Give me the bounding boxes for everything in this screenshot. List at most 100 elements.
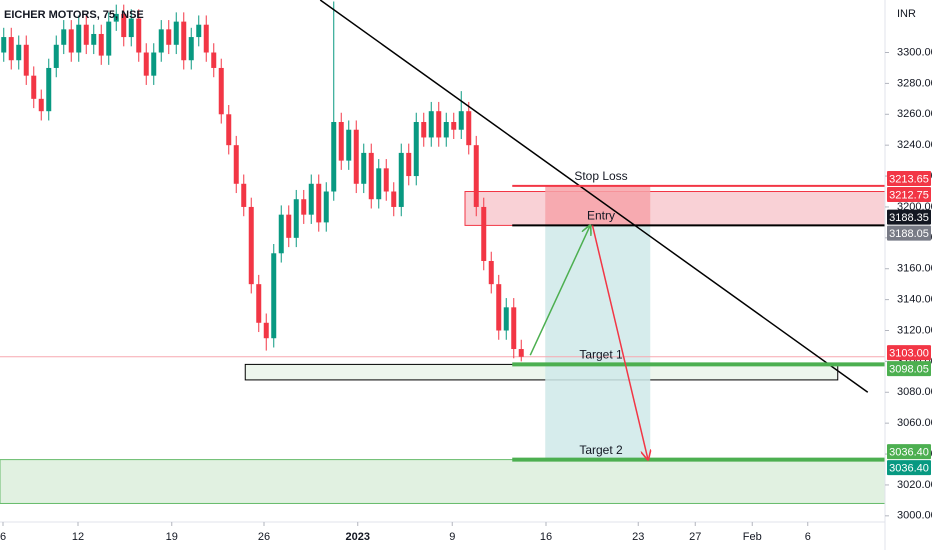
candle-body	[421, 122, 427, 138]
zone	[464, 191, 886, 226]
candle-body	[173, 21, 179, 45]
candle-body	[31, 75, 37, 99]
zone	[244, 363, 839, 381]
candle-body	[428, 111, 434, 138]
level-label: Target 2	[579, 443, 623, 457]
candle-body	[488, 261, 494, 285]
candle-body	[23, 44, 29, 76]
y-tick-label: 3260.00	[897, 108, 932, 120]
candle-body	[53, 44, 59, 68]
candle-body	[68, 29, 74, 53]
zone	[0, 459, 886, 504]
level-label: Stop Loss	[574, 169, 627, 183]
candle-body	[511, 307, 517, 350]
y-tick-label: 3020.00	[897, 479, 932, 491]
candle-body	[61, 29, 67, 45]
x-tick-label: 2023	[346, 531, 370, 543]
axis-layer: 3000.003020.003040.003060.003080.003100.…	[0, 46, 932, 542]
candle-body	[8, 37, 14, 61]
candle-body	[406, 152, 412, 177]
candle-body	[226, 114, 232, 146]
candle-body	[361, 152, 367, 184]
price-label-box	[887, 345, 931, 361]
candle-body	[293, 199, 299, 238]
level-label: Target 1	[579, 348, 623, 362]
candle-body	[308, 183, 314, 215]
candle-body	[106, 21, 112, 56]
candle-body	[466, 111, 472, 146]
price-label: 3212.75	[889, 189, 929, 201]
candle-body	[38, 98, 44, 112]
y-tick-label: 3000.00	[897, 510, 932, 522]
candle-body	[241, 183, 247, 207]
x-tick-label: 23	[632, 531, 644, 543]
candle-body	[158, 29, 164, 53]
zone	[545, 185, 651, 226]
x-tick-label: 6	[0, 531, 6, 543]
candle-body	[151, 52, 157, 76]
candle-body	[211, 52, 217, 68]
price-label-box	[887, 225, 931, 241]
price-label-box	[887, 171, 931, 187]
candle-body	[136, 18, 142, 53]
candle-body	[91, 33, 97, 45]
candle-body	[46, 67, 52, 112]
chart-title: EICHER MOTORS, 75, NSE	[4, 9, 144, 21]
candle-body	[113, 13, 119, 22]
candle-body	[121, 13, 127, 38]
candle-body	[368, 152, 374, 200]
y-tick-label: 3240.00	[897, 139, 932, 151]
plot-area: Stop Loss Entry Target 1 Target 2	[0, 0, 886, 504]
candle-body	[271, 253, 277, 339]
price-label-box	[887, 460, 931, 476]
x-tick-label: 6	[805, 531, 811, 543]
arrow	[591, 225, 649, 459]
arrow	[529, 225, 590, 356]
trendline	[319, 0, 869, 393]
candle-body	[286, 214, 292, 238]
price-label-box	[887, 209, 931, 225]
y-tick-label: 3280.00	[897, 77, 932, 89]
candle-body	[196, 24, 202, 38]
zone	[545, 225, 651, 460]
candle-body	[481, 206, 487, 261]
price-label: 3188.35	[889, 212, 929, 224]
candle-body	[473, 145, 479, 207]
candle-body	[166, 29, 172, 45]
price-label: 3036.40	[889, 447, 929, 459]
y-tick-label: 3120.00	[897, 324, 932, 336]
candle-body	[518, 349, 524, 357]
candle-body	[218, 67, 224, 115]
y-tick-label: 3140.00	[897, 294, 932, 306]
y-tick-label: 3060.00	[897, 417, 932, 429]
candle-body	[413, 122, 419, 177]
x-tick-label: 27	[689, 531, 701, 543]
x-tick-label: 19	[166, 531, 178, 543]
candle-body	[203, 24, 209, 53]
y-tick-label: 3300.00	[897, 46, 932, 58]
candle-body	[503, 307, 509, 331]
candle-body	[496, 284, 502, 331]
x-tick-label: Feb	[743, 531, 762, 543]
candle-body	[263, 322, 269, 339]
price-label: 3098.05	[889, 363, 929, 375]
candle-body	[1, 37, 7, 53]
candle-body	[451, 122, 457, 130]
level-label: Entry	[587, 209, 615, 223]
candle-body	[391, 191, 397, 207]
candle-body	[338, 122, 344, 161]
x-tick-label: 26	[258, 531, 270, 543]
x-tick-label: 12	[72, 531, 84, 543]
candle-body	[278, 214, 284, 254]
candle-body	[323, 191, 329, 223]
candle-body	[98, 33, 104, 56]
price-label-box	[887, 187, 931, 203]
candle-body	[128, 18, 134, 38]
price-label: 3188.05	[889, 228, 929, 240]
x-tick-label: 16	[540, 531, 552, 543]
candle-body	[376, 168, 382, 200]
y-tick-label: 3080.00	[897, 386, 932, 398]
candle-body	[233, 145, 239, 184]
candle-body	[248, 206, 254, 285]
